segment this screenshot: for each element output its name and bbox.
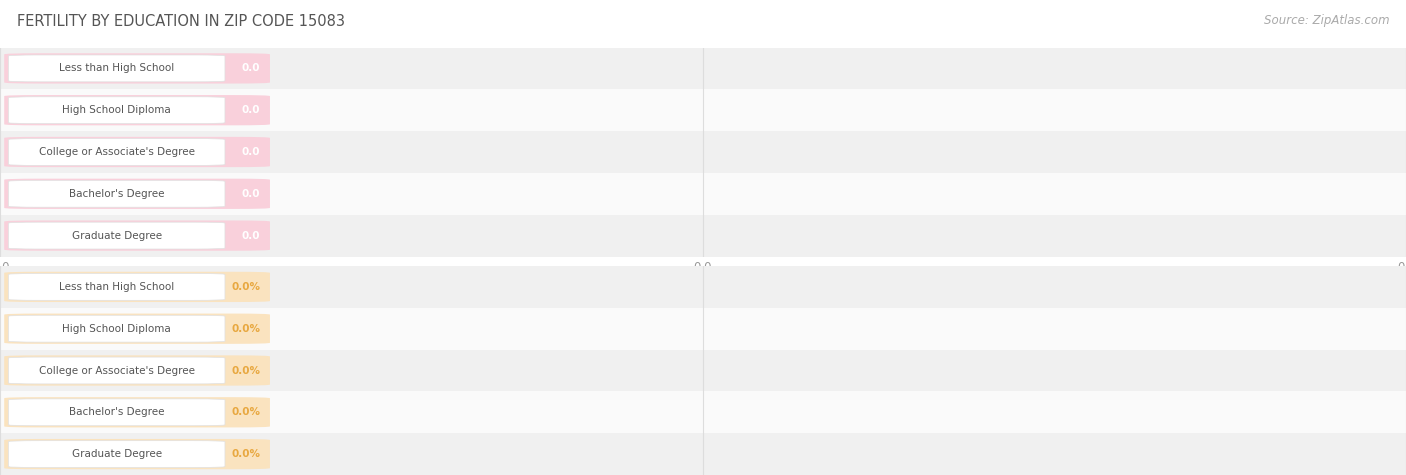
Text: Bachelor's Degree: Bachelor's Degree xyxy=(69,407,165,418)
Bar xyxy=(0,48,1406,89)
Text: Bachelor's Degree: Bachelor's Degree xyxy=(69,189,165,199)
FancyBboxPatch shape xyxy=(8,139,225,165)
Text: Graduate Degree: Graduate Degree xyxy=(72,449,162,459)
Bar xyxy=(0,433,1406,475)
Text: Graduate Degree: Graduate Degree xyxy=(72,230,162,241)
Text: 0.0: 0.0 xyxy=(242,63,260,74)
FancyBboxPatch shape xyxy=(8,97,225,124)
Bar xyxy=(0,350,1406,391)
Bar xyxy=(0,215,1406,256)
Text: 0.0: 0.0 xyxy=(242,230,260,241)
FancyBboxPatch shape xyxy=(8,315,225,342)
FancyBboxPatch shape xyxy=(8,222,225,249)
Text: 0.0%: 0.0% xyxy=(231,449,260,459)
FancyBboxPatch shape xyxy=(8,399,225,426)
Bar xyxy=(0,308,1406,350)
FancyBboxPatch shape xyxy=(4,179,270,209)
FancyBboxPatch shape xyxy=(8,274,225,300)
FancyBboxPatch shape xyxy=(4,439,270,469)
Bar xyxy=(0,89,1406,131)
FancyBboxPatch shape xyxy=(4,397,270,428)
FancyBboxPatch shape xyxy=(4,355,270,386)
FancyBboxPatch shape xyxy=(8,357,225,384)
Text: FERTILITY BY EDUCATION IN ZIP CODE 15083: FERTILITY BY EDUCATION IN ZIP CODE 15083 xyxy=(17,14,344,29)
FancyBboxPatch shape xyxy=(4,95,270,125)
Text: 0.0%: 0.0% xyxy=(231,323,260,334)
Text: 0.0: 0.0 xyxy=(242,147,260,157)
FancyBboxPatch shape xyxy=(4,137,270,167)
Text: 0.0%: 0.0% xyxy=(231,282,260,292)
Bar xyxy=(0,173,1406,215)
FancyBboxPatch shape xyxy=(4,220,270,251)
Bar xyxy=(0,391,1406,433)
Text: High School Diploma: High School Diploma xyxy=(62,323,172,334)
Bar xyxy=(0,266,1406,308)
Text: Source: ZipAtlas.com: Source: ZipAtlas.com xyxy=(1264,14,1389,27)
Text: College or Associate's Degree: College or Associate's Degree xyxy=(39,147,194,157)
Text: High School Diploma: High School Diploma xyxy=(62,105,172,115)
FancyBboxPatch shape xyxy=(4,272,270,302)
Text: 0.0: 0.0 xyxy=(242,189,260,199)
FancyBboxPatch shape xyxy=(8,441,225,467)
FancyBboxPatch shape xyxy=(8,55,225,82)
Text: Less than High School: Less than High School xyxy=(59,282,174,292)
Text: Less than High School: Less than High School xyxy=(59,63,174,74)
Text: 0.0%: 0.0% xyxy=(231,365,260,376)
Text: College or Associate's Degree: College or Associate's Degree xyxy=(39,365,194,376)
Bar xyxy=(0,131,1406,173)
FancyBboxPatch shape xyxy=(8,180,225,207)
Text: 0.0%: 0.0% xyxy=(231,407,260,418)
FancyBboxPatch shape xyxy=(4,53,270,84)
Text: 0.0: 0.0 xyxy=(242,105,260,115)
FancyBboxPatch shape xyxy=(4,314,270,344)
